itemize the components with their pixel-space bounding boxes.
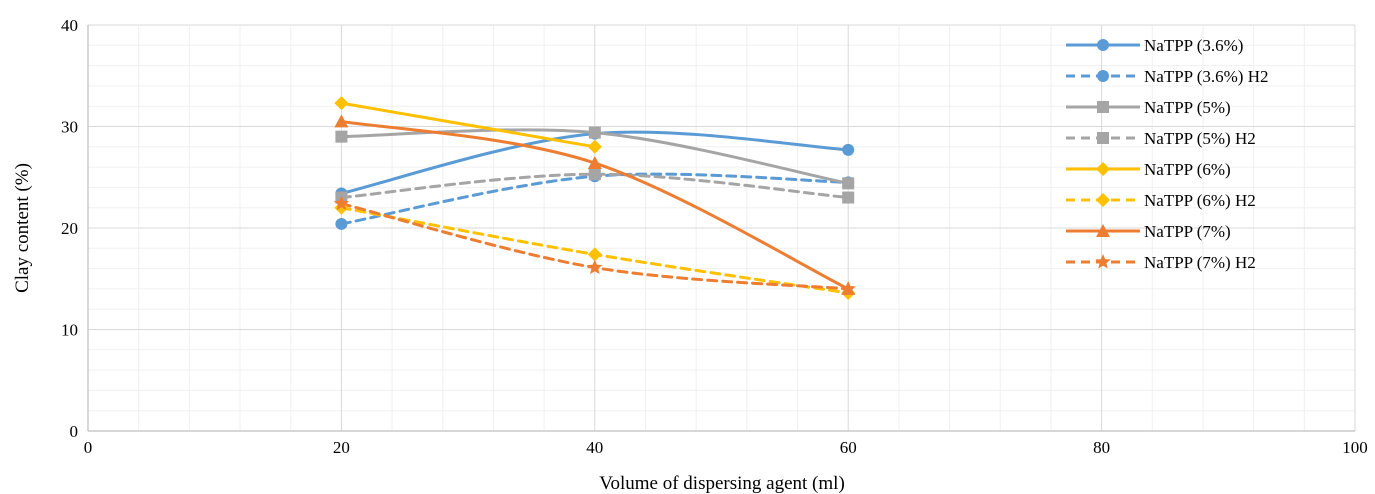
data-point-3: [842, 177, 855, 190]
x-tick-label: 80: [1093, 438, 1110, 457]
data-point-3: [335, 130, 348, 143]
legend-label: NaTPP (5%): [1144, 98, 1231, 117]
x-tick-label: 40: [586, 438, 603, 457]
legend-swatch-marker: [1097, 70, 1109, 82]
axes: [87, 25, 1355, 432]
legend-label: NaTPP (3.6%): [1144, 36, 1243, 55]
y-tick-label: 40: [61, 16, 78, 35]
y-tick-label: 30: [61, 118, 78, 137]
data-point-5: [587, 139, 602, 154]
legend-swatch-marker: [1097, 101, 1109, 113]
legend-swatch-marker: [1097, 39, 1109, 51]
data-point-8: [587, 259, 603, 275]
data-point-2: [335, 217, 348, 230]
legend-swatch-marker: [1095, 254, 1111, 269]
legend-swatch-marker: [1096, 193, 1110, 207]
data-point-3: [588, 126, 601, 139]
data-point-8: [333, 195, 350, 211]
data-point-4: [588, 168, 601, 181]
data-point-7: [587, 156, 602, 170]
x-tick-label: 100: [1342, 438, 1368, 457]
data-point-5: [334, 96, 349, 111]
x-tick-label: 20: [333, 438, 350, 457]
y-tick-label: 10: [61, 321, 78, 340]
tick-labels: 0 20 40 60 80 100 0 10 20 30 40: [61, 16, 1368, 457]
major-gridlines: [87, 24, 1356, 432]
legend-label: NaTPP (3.6%) H2: [1144, 67, 1269, 86]
data-point-6: [587, 247, 602, 262]
x-tick-label: 60: [840, 438, 857, 457]
legend-swatch-marker: [1097, 132, 1109, 144]
legend-label: NaTPP (7%): [1144, 222, 1231, 241]
data-point-8: [840, 280, 856, 296]
x-tick-label: 0: [84, 438, 93, 457]
legend-swatch-marker: [1096, 224, 1110, 237]
y-tick-label: 20: [61, 219, 78, 238]
legend-label: NaTPP (5%) H2: [1144, 129, 1256, 148]
legend: NaTPP (3.6%) NaTPP (3.6%) H2 NaTPP (5%) NaT…: [1066, 36, 1269, 272]
series-line-5: [339, 101, 597, 149]
y-tick-label: 0: [70, 422, 79, 441]
data-point-7: [334, 114, 349, 128]
series-markers: [333, 96, 856, 300]
legend-label: NaTPP (6%) H2: [1144, 191, 1256, 210]
data-point-4: [842, 191, 855, 204]
legend-label: NaTPP (7%) H2: [1144, 253, 1256, 272]
y-axis-title: Clay content (%): [12, 163, 33, 293]
legend-label: NaTPP (6%): [1144, 160, 1231, 179]
legend-swatch-marker: [1096, 162, 1110, 176]
x-axis-title: Volume of dispersing agent (ml): [599, 473, 845, 494]
data-point-1: [842, 143, 855, 156]
